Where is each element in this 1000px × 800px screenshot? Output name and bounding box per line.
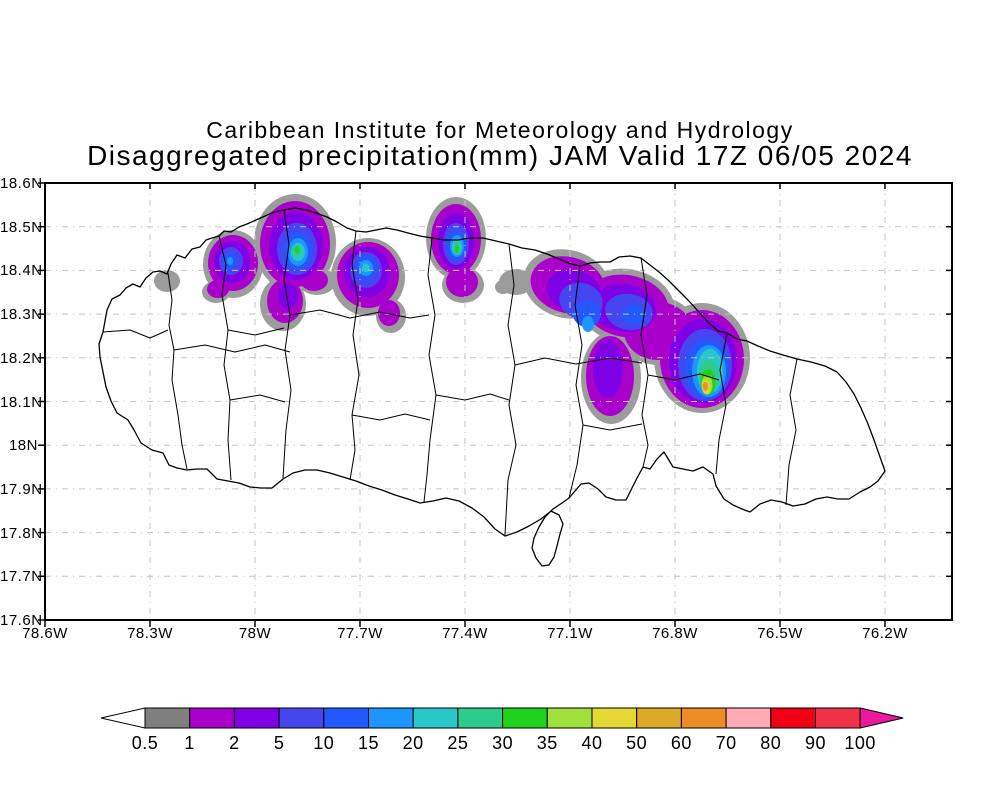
jamaica-coast-path bbox=[98, 207, 886, 567]
colorbar-segment bbox=[412, 707, 459, 729]
colorbar-segment bbox=[636, 707, 682, 729]
colorbar-left-arrow bbox=[100, 707, 146, 729]
colorbar-segment bbox=[368, 707, 414, 729]
coastline bbox=[98, 207, 886, 567]
colorbar-segment bbox=[323, 707, 369, 729]
colorbar-tick-label: 80 bbox=[760, 733, 782, 753]
lat-label: 18.3N bbox=[0, 306, 43, 324]
lat-label: 18.5N bbox=[0, 218, 43, 236]
lon-label: 77.4W bbox=[442, 625, 488, 642]
colorbar-tick-label: 90 bbox=[804, 733, 827, 753]
colorbar-segment bbox=[546, 707, 593, 729]
colorbar-segment bbox=[278, 707, 325, 729]
lat-label: 18N bbox=[8, 437, 38, 455]
colorbar-tick-label: 50 bbox=[626, 733, 648, 753]
lat-lon-grid bbox=[45, 183, 952, 620]
colorbar-segment bbox=[457, 707, 504, 729]
colorbar-segment bbox=[591, 707, 638, 729]
lat-label: 18.6N bbox=[0, 175, 43, 192]
colorbar-segment bbox=[815, 707, 861, 729]
axis-ticks bbox=[38, 182, 952, 627]
precip-contours bbox=[154, 194, 750, 424]
lon-label: 78W bbox=[238, 625, 272, 642]
lon-label: 77.1W bbox=[547, 625, 593, 642]
institute-title: Caribbean Institute for Meteorology and … bbox=[206, 117, 794, 143]
colorbar-right-arrow bbox=[859, 707, 904, 729]
colorbar-tick-label: 20 bbox=[402, 733, 424, 753]
colorbar-tick-label: 35 bbox=[536, 733, 558, 753]
parish-boundaries bbox=[102, 209, 798, 536]
colorbar-segment bbox=[144, 707, 191, 729]
lon-label: 78.6W bbox=[22, 625, 68, 642]
colorbar-tick-label: 60 bbox=[670, 733, 692, 753]
colorbar-tick-label: 70 bbox=[715, 733, 737, 753]
colorbar-tick-label: 15 bbox=[357, 733, 380, 753]
colorbar-tick-label: 25 bbox=[447, 733, 469, 753]
product-title: Disaggregated precipitation(mm) JAM Vali… bbox=[87, 140, 913, 171]
colorbar-tick-label: 1 bbox=[184, 733, 195, 753]
lon-label: 76.8W bbox=[652, 625, 698, 642]
lat-label: 17.7N bbox=[0, 568, 43, 586]
colorbar-segment bbox=[233, 707, 280, 729]
colorbar-tick-label: 2 bbox=[229, 733, 240, 753]
colorbar-tick-label: 0.5 bbox=[131, 733, 159, 753]
lon-label: 76.5W bbox=[757, 625, 803, 642]
colorbar-segment bbox=[680, 707, 727, 729]
lat-label: 17.9N bbox=[0, 480, 43, 498]
colorbar-segment bbox=[725, 707, 772, 729]
colorbar-segment bbox=[189, 707, 235, 729]
lon-label: 78.3W bbox=[127, 625, 173, 642]
lat-label: 17.6N bbox=[0, 612, 43, 629]
colorbar-segment bbox=[502, 707, 548, 729]
colorbar-tick-label: 100 bbox=[844, 733, 876, 753]
lat-label: 18.1N bbox=[0, 393, 43, 411]
lat-label: 17.8N bbox=[0, 524, 43, 542]
colorbar-tick-label: 40 bbox=[581, 733, 603, 753]
colorbar-segment bbox=[770, 707, 816, 729]
colorbar-tick-label: 5 bbox=[273, 733, 285, 753]
lon-label: 77.7W bbox=[337, 625, 383, 642]
lon-label: 76.2W bbox=[862, 625, 908, 642]
colorbar-tick-label: 30 bbox=[492, 733, 514, 753]
lat-label: 18.4N bbox=[0, 262, 43, 280]
colorbar-tick-label: 10 bbox=[313, 733, 335, 753]
lat-label: 18.2N bbox=[0, 349, 43, 367]
colorbar bbox=[100, 707, 904, 729]
